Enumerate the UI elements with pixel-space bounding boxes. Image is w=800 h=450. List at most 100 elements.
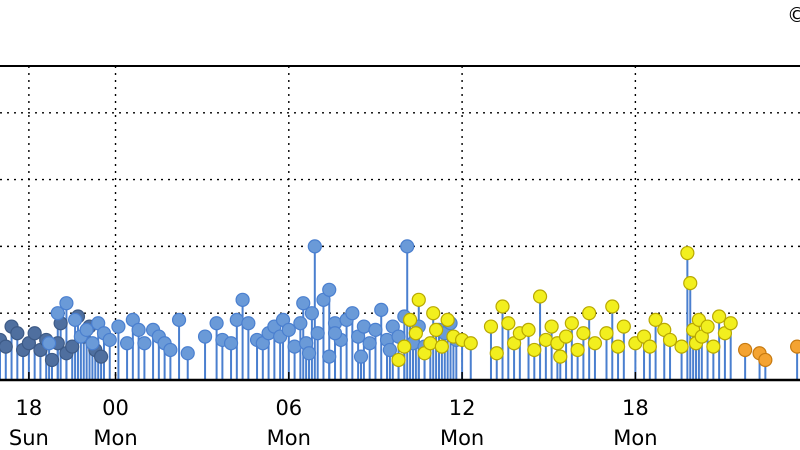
data-point-marker — [495, 299, 510, 314]
data-point-marker — [374, 302, 389, 317]
data-point-marker — [403, 312, 418, 327]
data-point-marker — [59, 296, 74, 311]
data-point-marker — [723, 316, 738, 331]
data-point-marker — [397, 339, 412, 354]
data-point-marker — [706, 339, 721, 354]
data-point-marker — [616, 319, 631, 334]
data-point-marker — [93, 349, 109, 364]
data-point-marker — [674, 339, 689, 354]
data-point-marker — [712, 309, 727, 324]
data-point-marker — [582, 306, 597, 321]
x-tick-hour-label-3: 12 — [449, 396, 476, 420]
data-point-marker — [180, 346, 195, 361]
data-point-marker — [558, 329, 574, 344]
data-point-marker — [463, 336, 478, 351]
corner-mark: © — [787, 3, 800, 27]
data-point-marker — [223, 336, 239, 351]
data-point-marker — [27, 326, 42, 341]
data-point-marker — [411, 292, 426, 307]
data-point-marker — [683, 276, 698, 291]
data-point-marker — [738, 342, 753, 358]
data-point-marker — [353, 349, 369, 364]
data-point-marker — [50, 306, 65, 321]
data-point-marker — [544, 319, 559, 334]
data-point-marker — [429, 322, 444, 337]
data-point-marker — [382, 342, 397, 358]
tick-layer: 18 Sun 00 Mon 06 Mon 12 Mon 18 Mon — [9, 372, 658, 450]
data-point-marker — [171, 312, 187, 327]
data-point-marker — [301, 346, 317, 361]
data-point-marker — [489, 346, 504, 361]
x-tick-day-label-1: Mon — [93, 426, 137, 450]
data-point-marker — [356, 319, 371, 334]
data-point-marker — [0, 339, 13, 354]
data-point-marker — [296, 296, 311, 311]
data-point-marker — [310, 326, 325, 341]
data-point-marker — [501, 316, 516, 331]
data-point-marker — [758, 352, 773, 368]
data-point-marker — [440, 312, 455, 327]
data-point-marker — [426, 306, 441, 321]
data-point-marker — [293, 316, 308, 331]
data-point-marker — [400, 239, 415, 254]
data-point-marker — [111, 319, 126, 334]
data-point-marker — [700, 319, 715, 334]
data-point-marker — [137, 336, 152, 351]
data-point-marker — [209, 316, 224, 331]
data-point-marker — [197, 329, 213, 344]
x-tick-hour-label-4: 18 — [622, 396, 649, 420]
data-point-marker — [229, 312, 244, 327]
data-point-marker — [131, 322, 146, 337]
data-point-marker — [41, 336, 57, 351]
data-point-marker — [391, 352, 406, 368]
data-point-marker — [538, 332, 553, 348]
data-point-marker — [423, 336, 438, 351]
data-point-marker — [610, 339, 626, 354]
data-point-marker — [434, 339, 449, 354]
data-point-marker — [527, 342, 542, 358]
data-point-marker — [576, 326, 591, 341]
x-tick-day-label-4: Mon — [613, 426, 657, 450]
data-point-marker — [642, 339, 657, 354]
data-point-marker — [67, 312, 83, 327]
data-point-marker — [304, 306, 320, 321]
x-tick-hour-label-2: 06 — [275, 396, 302, 420]
data-point-marker — [79, 322, 94, 337]
x-tick-hour-label-1: 00 — [102, 396, 129, 420]
data-point-marker — [287, 339, 302, 354]
data-point-marker — [564, 316, 579, 331]
data-point-marker — [532, 289, 548, 304]
data-point-marker — [322, 282, 337, 297]
x-tick-day-label-3: Mon — [440, 426, 484, 450]
data-point-marker — [662, 332, 678, 348]
data-point-marker — [102, 332, 117, 348]
data-point-marker — [163, 342, 178, 358]
x-tick-day-label-2: Mon — [267, 426, 311, 450]
x-tick-day-label-0: Sun — [9, 426, 49, 450]
data-point-marker — [599, 326, 614, 341]
data-point-marker — [570, 342, 585, 358]
data-point-marker — [44, 352, 60, 368]
data-point-marker — [553, 349, 568, 364]
marker-layer — [0, 239, 800, 368]
data-point-marker — [605, 299, 620, 314]
data-point-marker — [281, 322, 296, 337]
data-point-marker — [648, 312, 663, 327]
x-tick-hour-label-0: 18 — [16, 396, 43, 420]
data-point-marker — [790, 339, 800, 354]
data-point-marker — [345, 306, 360, 321]
data-point-marker — [235, 292, 250, 307]
data-point-marker — [307, 239, 322, 254]
data-point-marker — [680, 245, 695, 261]
data-point-marker — [10, 326, 25, 341]
data-point-marker — [65, 339, 80, 354]
data-point-marker — [368, 322, 383, 337]
data-point-marker — [327, 326, 343, 341]
data-point-marker — [322, 349, 337, 364]
data-point-marker — [119, 336, 135, 351]
data-point-marker — [587, 336, 603, 351]
data-point-marker — [362, 336, 377, 351]
data-point-marker — [408, 326, 423, 341]
data-point-marker — [521, 322, 536, 337]
